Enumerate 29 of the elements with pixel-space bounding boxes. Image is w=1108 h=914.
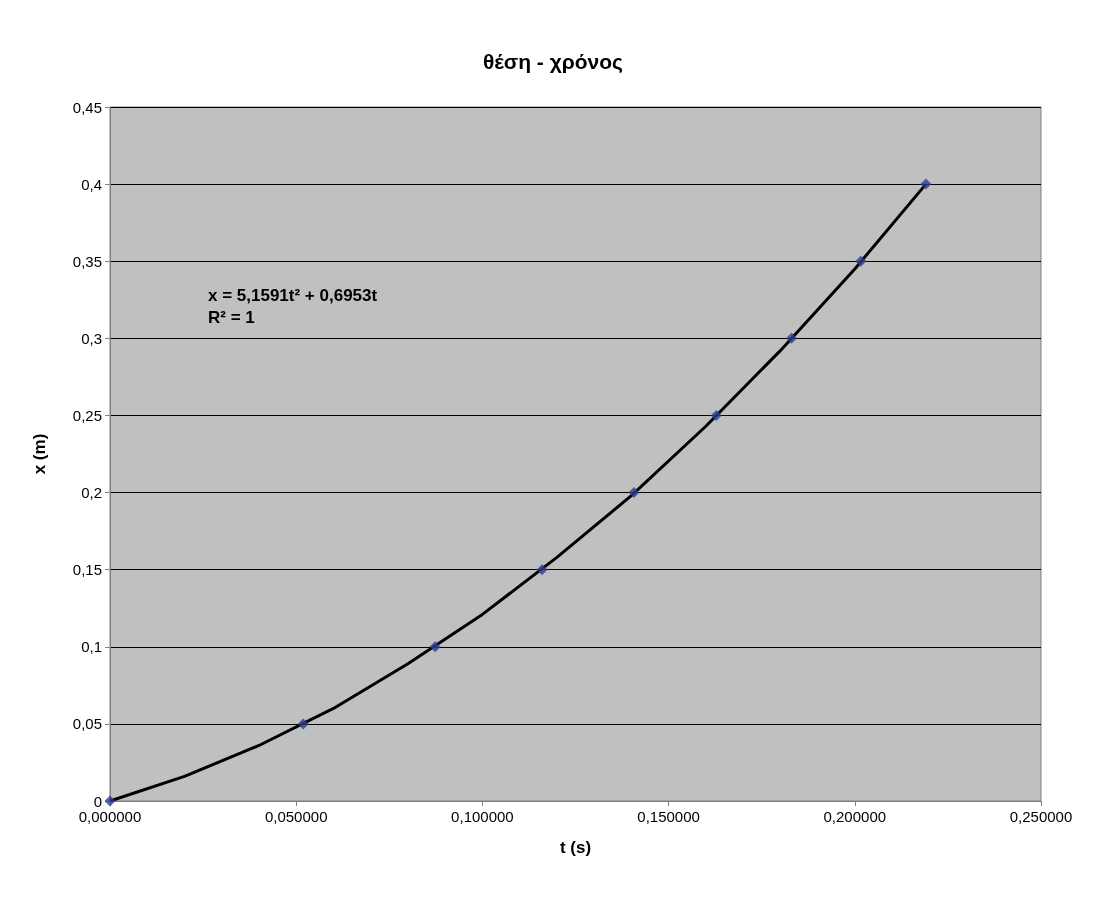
x-tick-label: 0,150000 — [637, 808, 700, 825]
y-tick-label: 0,45 — [72, 98, 102, 116]
y-tick-label: 0,35 — [72, 252, 102, 270]
point — [104, 795, 116, 807]
x-tick-label: 0,100000 — [451, 808, 514, 825]
y-tick-label: 0,05 — [72, 715, 102, 733]
point — [920, 178, 932, 190]
point — [429, 641, 441, 653]
y-tick-label: 0 — [93, 792, 102, 810]
y-tick-label: 0,25 — [72, 406, 102, 424]
point — [536, 564, 548, 576]
y-tick-label: 0,4 — [81, 175, 102, 193]
point — [785, 332, 797, 344]
point — [710, 409, 722, 421]
y-axis-title: x (m) — [30, 433, 49, 475]
chart-title: θέση - χρόνος — [482, 50, 624, 74]
point — [855, 255, 867, 267]
y-tick-label: 0,3 — [81, 329, 102, 347]
x-tick-label: 0,000000 — [78, 808, 142, 825]
x-axis-title: t (s) — [559, 838, 592, 857]
annotation: x = 5,1591t² + 0,6953t R² = 1 — [208, 285, 378, 327]
y-tick-label: 0,1 — [81, 638, 102, 656]
point — [297, 718, 309, 730]
point — [628, 487, 640, 499]
x-tick-label: 0,250000 — [1009, 808, 1073, 825]
x-tick-label: 0,200000 — [823, 808, 887, 825]
x-tick-label: 0,050000 — [264, 808, 328, 825]
y-tick-label: 0,2 — [81, 484, 102, 502]
y-tick-label: 0,15 — [72, 561, 102, 579]
